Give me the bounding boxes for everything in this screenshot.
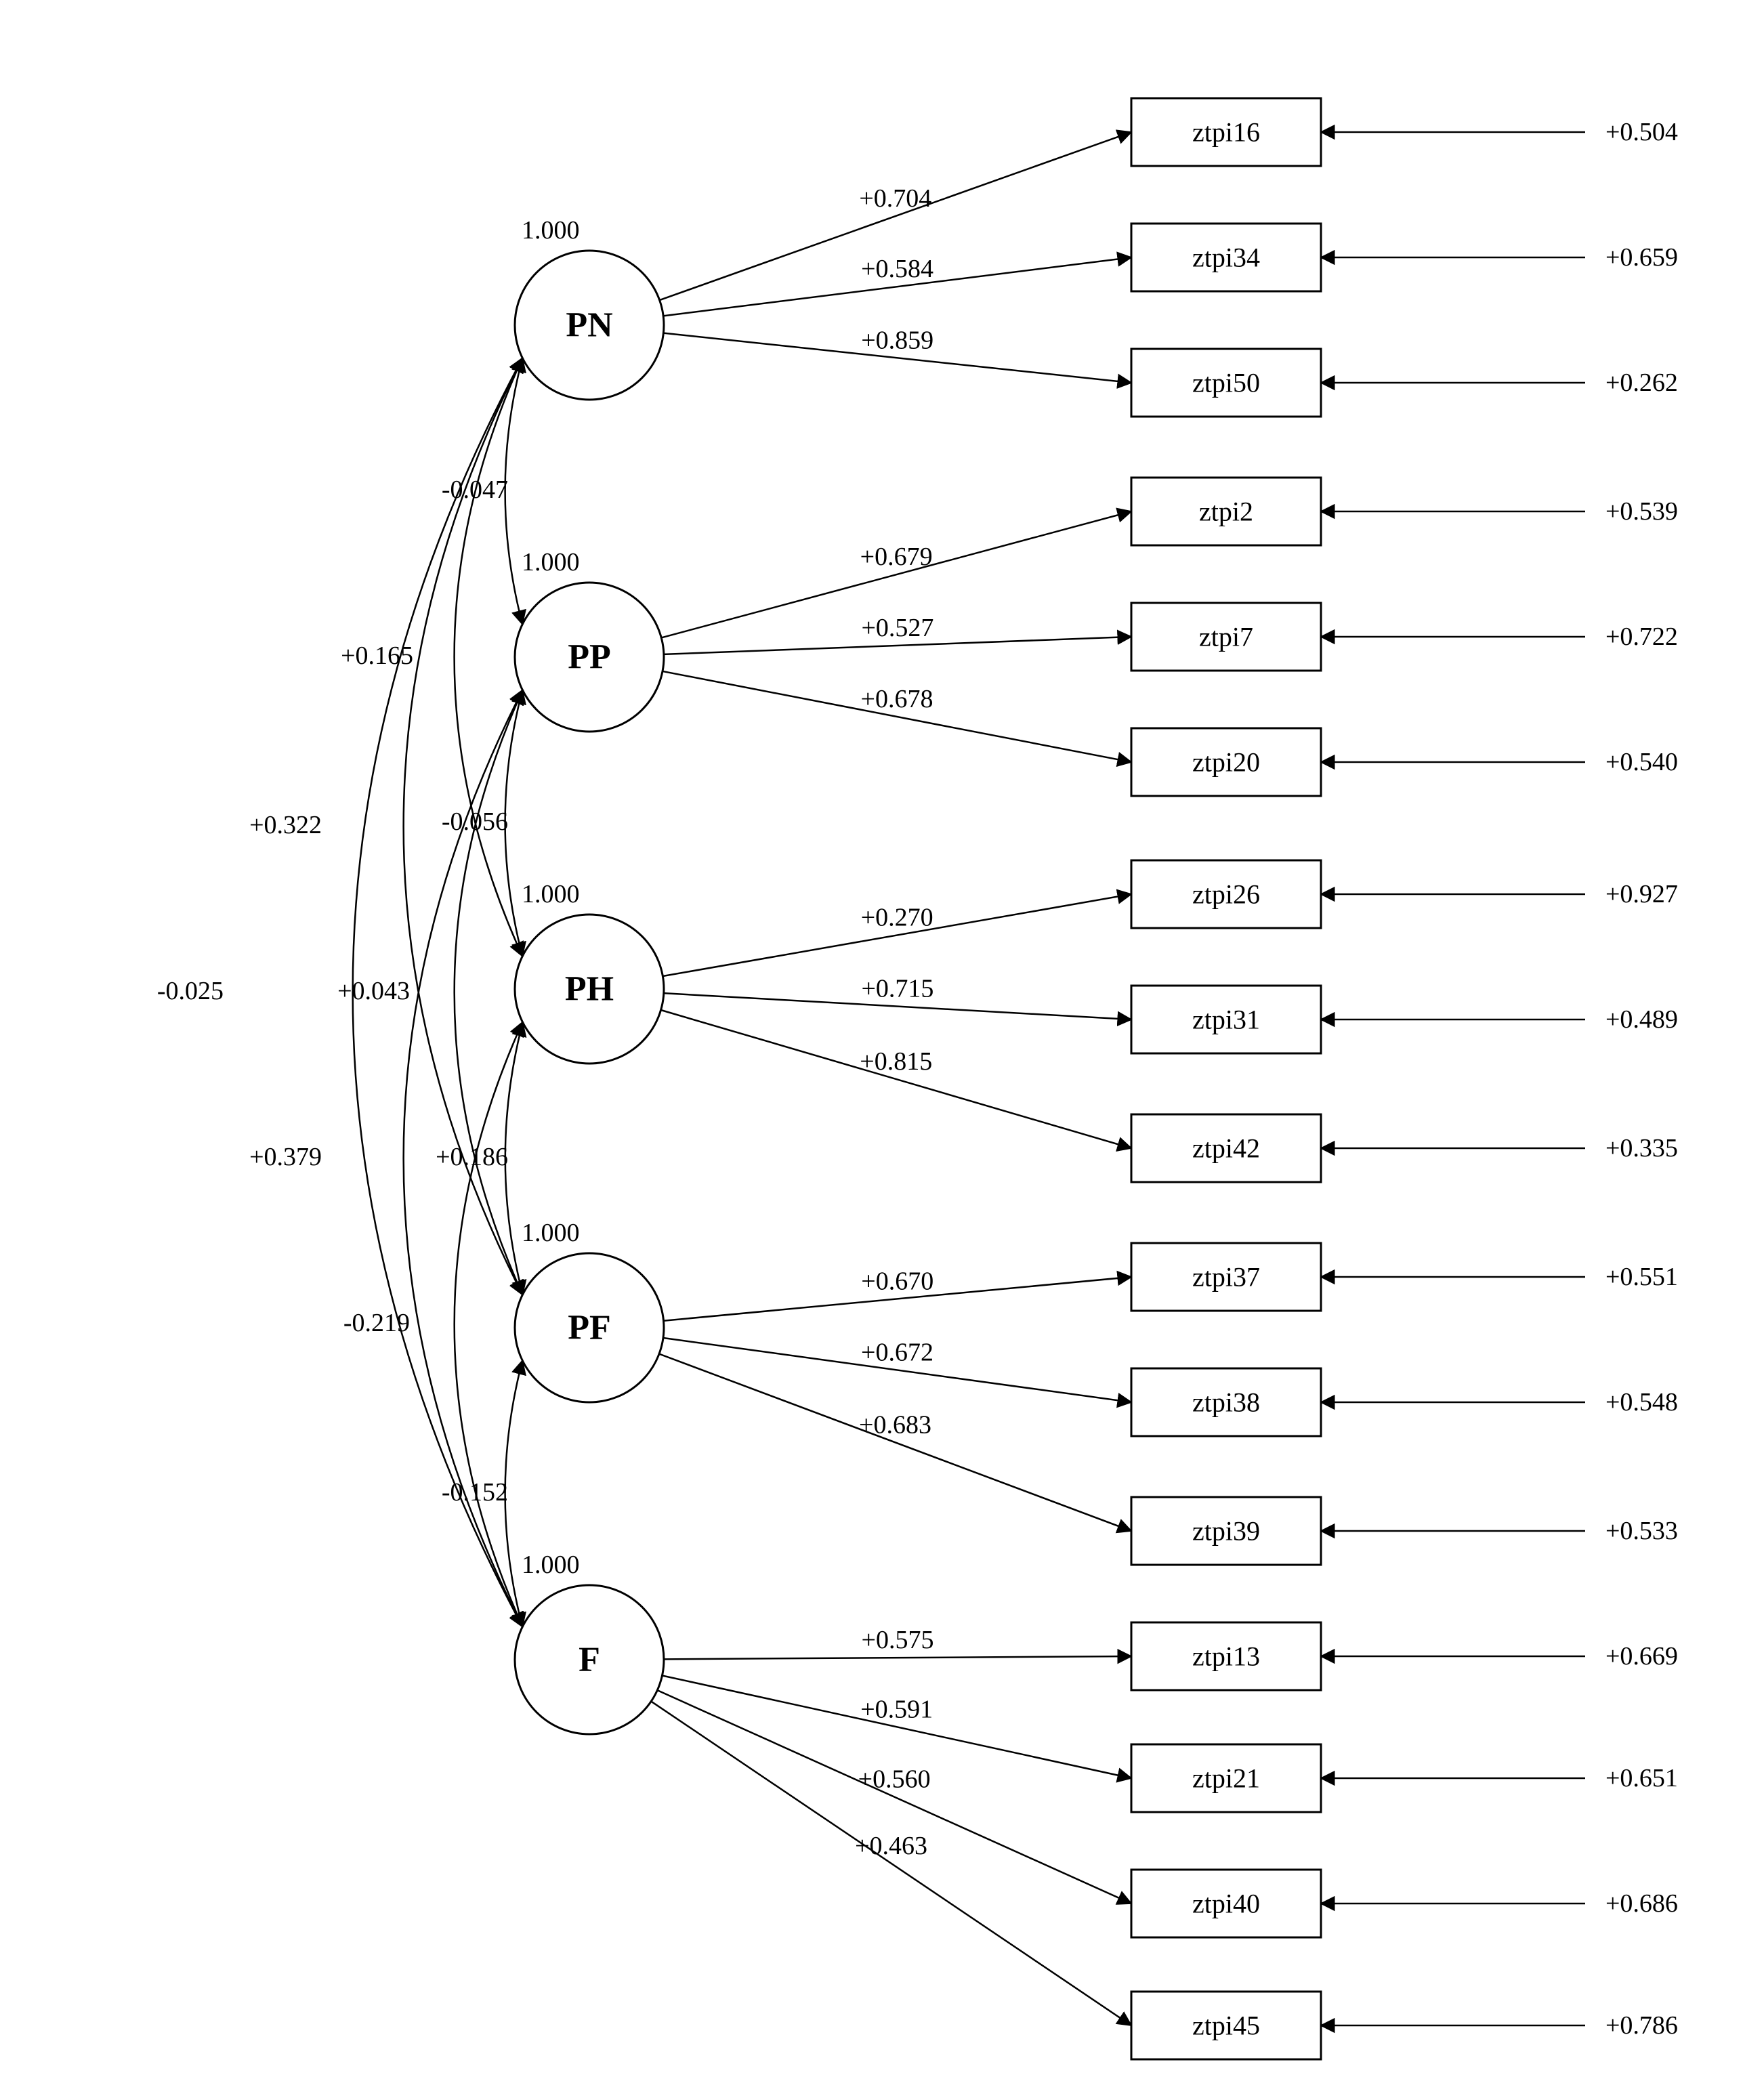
err-label-ztpi20: +0.540 (1605, 748, 1678, 776)
obs-label-ztpi21: ztpi21 (1192, 1763, 1260, 1794)
cov-label-PP-F: +0.379 (249, 1143, 322, 1171)
latent-var-F: 1.000 (522, 1551, 580, 1579)
cov-label-PN-F: -0.025 (157, 977, 224, 1005)
latent-label-PF: PF (568, 1309, 611, 1347)
obs-label-ztpi13: ztpi13 (1192, 1641, 1260, 1672)
err-label-ztpi16: +0.504 (1605, 118, 1678, 146)
sem-path-diagram: -0.047-0.056+0.186-0.152+0.165+0.043-0.2… (0, 0, 1764, 2081)
obs-label-ztpi16: ztpi16 (1192, 117, 1260, 148)
obs-label-ztpi40: ztpi40 (1192, 1889, 1260, 1919)
obs-label-ztpi45: ztpi45 (1192, 2011, 1260, 2041)
err-label-ztpi45: +0.786 (1605, 2011, 1678, 2040)
loading-label-F-ztpi13: +0.575 (862, 1626, 934, 1654)
obs-label-ztpi31: ztpi31 (1192, 1005, 1260, 1035)
obs-label-ztpi38: ztpi38 (1192, 1387, 1260, 1418)
obs-label-ztpi26: ztpi26 (1192, 879, 1260, 910)
obs-label-ztpi39: ztpi39 (1192, 1516, 1260, 1547)
err-label-ztpi13: +0.669 (1605, 1642, 1678, 1670)
err-label-ztpi38: +0.548 (1605, 1388, 1678, 1416)
cov-label-PH-F: -0.219 (343, 1309, 410, 1337)
loading-label-F-ztpi21: +0.591 (860, 1695, 933, 1723)
latent-var-PF: 1.000 (522, 1219, 580, 1247)
err-label-ztpi40: +0.686 (1605, 1889, 1678, 1918)
err-label-ztpi21: +0.651 (1605, 1764, 1678, 1792)
loading-label-PF-ztpi38: +0.672 (861, 1338, 933, 1366)
latent-label-PP: PP (568, 638, 611, 677)
latent-var-PH: 1.000 (522, 880, 580, 908)
cov-label-PN-PH: +0.165 (341, 642, 413, 670)
covariances: -0.047-0.056+0.186-0.152+0.165+0.043-0.2… (157, 358, 523, 1626)
obs-label-ztpi20: ztpi20 (1192, 747, 1260, 778)
loading-label-PH-ztpi26: +0.270 (861, 904, 933, 932)
err-label-ztpi39: +0.533 (1605, 1517, 1678, 1545)
latent-label-F: F (579, 1641, 600, 1679)
error-arrows: +0.504 +0.659 +0.262 +0.539 +0.722 +0.540 +0.9… (1321, 118, 1678, 2040)
loading-label-PP-ztpi20: +0.678 (861, 685, 933, 713)
err-label-ztpi42: +0.335 (1605, 1134, 1678, 1162)
err-label-ztpi7: +0.722 (1605, 623, 1678, 651)
obs-label-ztpi34: ztpi34 (1192, 243, 1260, 273)
loading-label-PF-ztpi39: +0.683 (859, 1410, 931, 1439)
obs-label-ztpi37: ztpi37 (1192, 1262, 1260, 1292)
loadings: +0.704 +0.584 +0.859 +0.679 +0.527 +0.678 +0.2… (651, 132, 1131, 2025)
loading-label-PP-ztpi2: +0.679 (860, 543, 933, 571)
latent-var-PP: 1.000 (522, 548, 580, 576)
cov-PN-PH (455, 358, 523, 956)
loading-F-ztpi45 (651, 1702, 1131, 2025)
loading-PF-ztpi39 (659, 1354, 1131, 1531)
latent-var-PN: 1.000 (522, 216, 580, 245)
observed-vars: ztpi16 ztpi34 ztpi50 ztpi2 ztpi7 ztpi20 ztpi26… (1131, 98, 1321, 2059)
err-label-ztpi2: +0.539 (1605, 497, 1678, 526)
latent-label-PH: PH (565, 970, 614, 1009)
loading-label-PN-ztpi34: +0.584 (861, 255, 933, 283)
err-label-ztpi26: +0.927 (1605, 880, 1678, 908)
cov-label-PN-PF: +0.322 (249, 811, 322, 839)
loading-label-PN-ztpi16: +0.704 (859, 184, 931, 213)
loading-label-PH-ztpi42: +0.815 (860, 1047, 932, 1076)
err-label-ztpi50: +0.262 (1605, 369, 1678, 397)
obs-label-ztpi50: ztpi50 (1192, 368, 1260, 398)
loading-label-PP-ztpi7: +0.527 (861, 614, 933, 642)
obs-label-ztpi42: ztpi42 (1192, 1133, 1260, 1164)
loading-label-F-ztpi40: +0.560 (858, 1765, 931, 1794)
loading-F-ztpi13 (664, 1656, 1131, 1659)
obs-label-ztpi7: ztpi7 (1199, 622, 1253, 652)
loading-label-PF-ztpi37: +0.670 (861, 1267, 933, 1295)
latent-label-PN: PN (566, 306, 612, 345)
loading-F-ztpi21 (662, 1676, 1131, 1778)
err-label-ztpi37: +0.551 (1605, 1263, 1678, 1291)
err-label-ztpi31: +0.489 (1605, 1005, 1678, 1034)
obs-label-ztpi2: ztpi2 (1199, 497, 1253, 527)
err-label-ztpi34: +0.659 (1605, 243, 1678, 272)
cov-label-PP-PF: +0.043 (337, 977, 410, 1005)
loading-label-PH-ztpi31: +0.715 (861, 975, 933, 1003)
loading-label-F-ztpi45: +0.463 (855, 1832, 927, 1860)
loading-PH-ztpi42 (661, 1010, 1131, 1148)
latent-vars: PN 1.000 PP 1.000 PH 1.000 PF 1.000 F 1.000 (515, 216, 664, 1734)
loading-label-PN-ztpi50: +0.859 (861, 326, 933, 354)
